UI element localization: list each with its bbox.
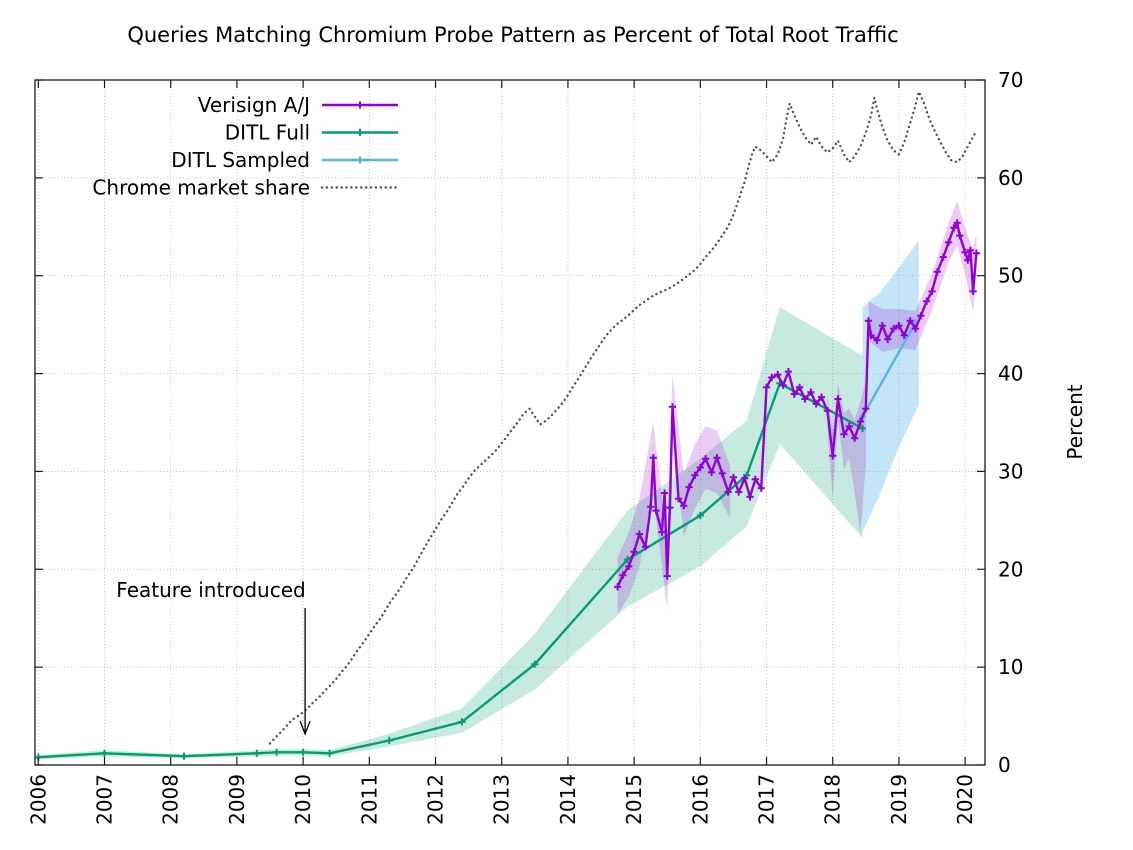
legend-marker-verisign-aj bbox=[356, 101, 364, 109]
x-tick-label-2012: 2012 bbox=[424, 774, 448, 825]
legend-label-verisign-aj: Verisign A/J bbox=[198, 93, 310, 117]
plot-border bbox=[34, 79, 986, 766]
x-tick-label-2006: 2006 bbox=[26, 774, 50, 825]
legend-label-chrome-market-share: Chrome market share bbox=[92, 176, 310, 200]
x-tick-label-2019: 2019 bbox=[887, 774, 911, 825]
series-ditl-full-band-0 bbox=[38, 307, 863, 760]
series-ditl-sampled-line bbox=[861, 322, 917, 418]
legend-item-ditl-full: DITL Full bbox=[225, 121, 398, 145]
x-tick-label-2017: 2017 bbox=[755, 774, 779, 825]
annotation-arrowhead-icon bbox=[299, 720, 311, 736]
x-tick-label-2007: 2007 bbox=[93, 774, 117, 825]
x-tick-label-2018: 2018 bbox=[821, 774, 845, 825]
legend-item-ditl-sampled: DITL Sampled bbox=[171, 148, 398, 172]
y-tick-label-60: 60 bbox=[998, 166, 1023, 190]
legend-marker-ditl-full bbox=[356, 128, 364, 137]
x-tick-label-2020: 2020 bbox=[953, 774, 977, 825]
x-tick-label-2013: 2013 bbox=[490, 774, 514, 825]
legend-item-verisign-aj: Verisign A/J bbox=[198, 93, 398, 117]
x-tick-label-2010: 2010 bbox=[291, 774, 315, 825]
x-tick-label-2015: 2015 bbox=[622, 774, 646, 825]
y-tick-label-40: 40 bbox=[998, 362, 1023, 386]
y-tick-label-30: 30 bbox=[998, 459, 1023, 483]
x-tick-label-2011: 2011 bbox=[357, 774, 381, 825]
legend-marker-ditl-sampled bbox=[356, 156, 364, 164]
y-tick-label-20: 20 bbox=[998, 557, 1023, 581]
x-tick-label-2016: 2016 bbox=[688, 774, 712, 825]
series-ditl-sampled-band-0 bbox=[862, 240, 919, 533]
annotation-feature-introduced: Feature introduced bbox=[116, 578, 305, 602]
legend-label-ditl-full: DITL Full bbox=[225, 121, 310, 145]
y-tick-label-50: 50 bbox=[998, 264, 1023, 288]
y-tick-label-70: 70 bbox=[998, 68, 1023, 92]
y2-axis-label: Percent bbox=[1063, 384, 1087, 459]
chart-title: Queries Matching Chromium Probe Pattern … bbox=[127, 23, 898, 47]
x-tick-label-2014: 2014 bbox=[556, 774, 580, 825]
series-verisign-aj-band-0 bbox=[617, 373, 731, 615]
y-tick-label-10: 10 bbox=[998, 655, 1023, 679]
x-tick-label-2008: 2008 bbox=[159, 774, 183, 825]
legend-label-ditl-sampled: DITL Sampled bbox=[171, 148, 310, 172]
x-tick-label-2009: 2009 bbox=[225, 774, 249, 825]
series-verisign-aj-markers bbox=[614, 219, 980, 591]
y-tick-label-0: 0 bbox=[998, 753, 1011, 777]
legend-item-chrome-market-share: Chrome market share bbox=[92, 176, 400, 200]
